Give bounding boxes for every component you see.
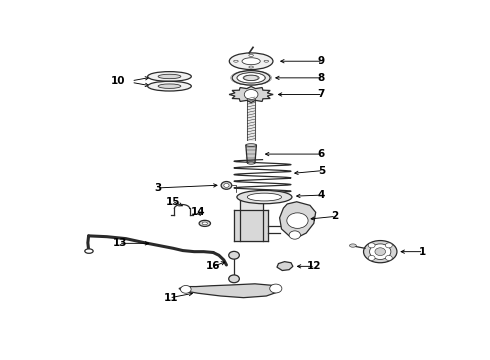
Text: 13: 13	[113, 238, 127, 248]
Text: 6: 6	[318, 149, 325, 159]
Circle shape	[368, 243, 375, 248]
Ellipse shape	[85, 249, 93, 253]
Circle shape	[229, 275, 239, 283]
Circle shape	[270, 284, 282, 293]
Text: 16: 16	[206, 261, 220, 271]
Ellipse shape	[158, 84, 181, 89]
Ellipse shape	[247, 162, 255, 164]
Text: 10: 10	[111, 76, 125, 86]
Text: 2: 2	[331, 211, 338, 221]
Circle shape	[180, 285, 191, 293]
Ellipse shape	[242, 58, 260, 65]
Ellipse shape	[237, 73, 266, 83]
Polygon shape	[229, 86, 273, 103]
Text: 14: 14	[191, 207, 205, 217]
Polygon shape	[277, 262, 293, 270]
Ellipse shape	[247, 193, 281, 201]
Ellipse shape	[147, 72, 191, 81]
Ellipse shape	[349, 244, 356, 247]
Circle shape	[224, 184, 229, 187]
Text: 3: 3	[154, 183, 162, 193]
Text: 15: 15	[166, 197, 180, 207]
Text: 12: 12	[307, 261, 321, 271]
Ellipse shape	[243, 75, 259, 81]
Polygon shape	[240, 200, 263, 242]
Text: 4: 4	[318, 190, 325, 200]
Ellipse shape	[264, 60, 269, 62]
Circle shape	[221, 181, 232, 189]
Ellipse shape	[234, 60, 238, 62]
Ellipse shape	[249, 66, 253, 68]
Polygon shape	[280, 202, 316, 238]
Text: 9: 9	[318, 56, 325, 66]
Text: 5: 5	[318, 166, 325, 176]
Polygon shape	[234, 210, 268, 242]
Ellipse shape	[232, 71, 270, 85]
Text: 7: 7	[318, 90, 325, 99]
Ellipse shape	[229, 53, 273, 69]
Ellipse shape	[249, 54, 253, 57]
Circle shape	[386, 256, 392, 260]
Ellipse shape	[158, 74, 181, 79]
Text: 1: 1	[418, 247, 426, 257]
Circle shape	[369, 244, 391, 260]
Circle shape	[375, 248, 386, 256]
Circle shape	[368, 256, 375, 260]
Ellipse shape	[199, 220, 211, 226]
Polygon shape	[247, 99, 255, 140]
Ellipse shape	[147, 81, 191, 91]
Circle shape	[245, 90, 258, 99]
Circle shape	[287, 213, 308, 228]
Circle shape	[386, 243, 392, 248]
Circle shape	[289, 231, 300, 239]
Circle shape	[229, 251, 239, 259]
Polygon shape	[246, 145, 256, 163]
Polygon shape	[179, 284, 280, 298]
Ellipse shape	[237, 190, 292, 204]
Ellipse shape	[202, 222, 207, 225]
Ellipse shape	[364, 240, 397, 263]
Text: 11: 11	[163, 293, 178, 303]
Text: 8: 8	[318, 73, 325, 83]
Ellipse shape	[246, 144, 256, 147]
